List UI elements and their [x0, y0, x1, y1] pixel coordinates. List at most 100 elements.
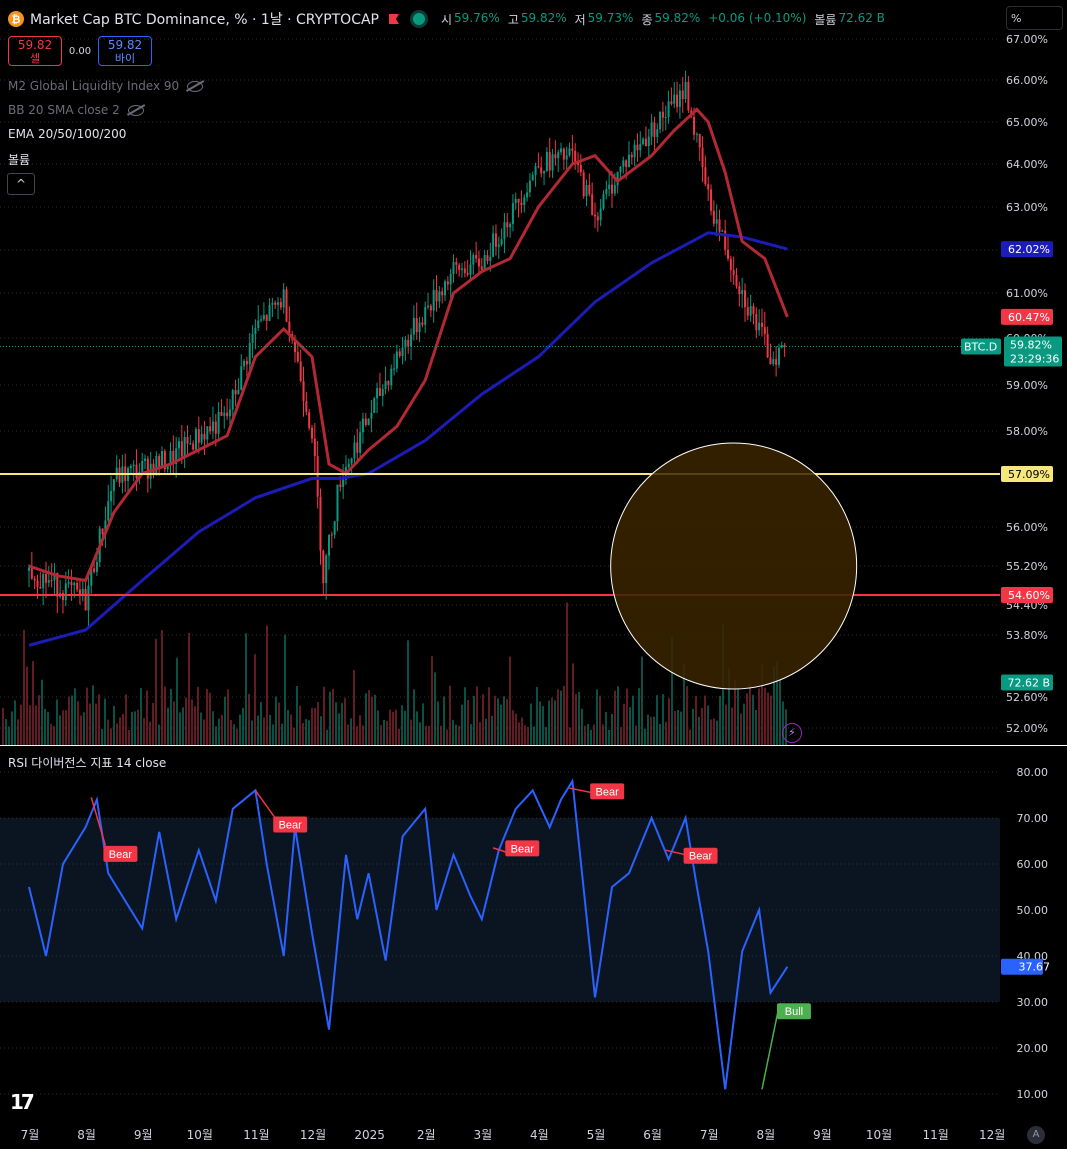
eye-hidden-icon[interactable] [187, 80, 204, 92]
sell-button[interactable]: 59.82 셀 [8, 36, 62, 66]
volume-bar [605, 712, 607, 745]
candle-body [401, 347, 404, 357]
candle-body [305, 401, 308, 413]
volume-bar [104, 698, 106, 745]
candle-body [475, 254, 478, 259]
candle-body [144, 458, 147, 462]
legend-ema[interactable]: EMA 20/50/100/200 [8, 127, 126, 141]
candle-body [50, 580, 53, 582]
candle-body [565, 155, 568, 160]
volume-bar [647, 714, 649, 745]
unit-selector[interactable]: % [1006, 6, 1063, 30]
volume-bar [44, 708, 46, 745]
volume-bar [593, 724, 595, 745]
candle-body [531, 174, 534, 181]
volume-bar [782, 701, 784, 745]
buy-button[interactable]: 59.82 바이 [98, 36, 152, 66]
volume-bar [521, 717, 523, 745]
candle-body [540, 167, 543, 174]
volume-bar [476, 686, 478, 745]
candle-body [390, 368, 393, 386]
candle-body [545, 151, 548, 172]
volume-bar [746, 693, 748, 745]
eye-hidden-icon[interactable] [127, 104, 144, 116]
volume-bar [740, 713, 742, 745]
level-tag: 57.09% [1008, 468, 1050, 481]
candle-body [718, 219, 721, 232]
tradingview-logo[interactable]: 17 [10, 1090, 35, 1114]
candle-body [110, 490, 113, 502]
candle-body [268, 304, 271, 321]
volume-bar [479, 722, 481, 745]
candle-body [274, 302, 277, 305]
volume-bar [224, 696, 226, 745]
volume-bar [638, 688, 640, 745]
candle-body [36, 580, 39, 587]
candle-body [486, 255, 489, 261]
candle-body [104, 520, 107, 535]
legend-volume-label: 볼륨 [8, 153, 31, 167]
candle-body [605, 189, 608, 195]
rsi-title[interactable]: RSI 다이버전스 지표 14 close [8, 756, 167, 770]
volume-bar [554, 700, 556, 745]
candle-body [384, 381, 387, 390]
candle-body [251, 334, 254, 343]
candle-body [84, 588, 87, 611]
volume-bar [374, 694, 376, 745]
x-tick-label: 8월 [77, 1128, 96, 1142]
volume-bar [206, 689, 208, 745]
candle-body [483, 255, 486, 270]
level-tag: 54.60% [1008, 589, 1050, 602]
candle-body [175, 448, 178, 465]
divergence-label-bull: Bull [776, 1003, 811, 1020]
x-tick-label: 10월 [866, 1128, 892, 1142]
volume-bar [755, 710, 757, 745]
candle-body [217, 411, 220, 434]
legend-m2[interactable]: M2 Global Liquidity Index 90 [8, 79, 204, 93]
collapse-legend-button[interactable]: ^ [7, 173, 35, 195]
volume-bar [125, 694, 127, 745]
candle-body [608, 184, 611, 190]
y-tick-label: 67.00% [1006, 33, 1048, 46]
volume-bar [485, 718, 487, 745]
volume-bar [674, 711, 676, 745]
volume-bar [728, 668, 730, 745]
candle-body [622, 160, 625, 167]
candle-body [627, 154, 630, 167]
legend-bb[interactable]: BB 20 SMA close 2 [8, 103, 144, 117]
candle-body [676, 94, 679, 108]
volume-bar [743, 703, 745, 745]
volume-bar [470, 724, 472, 745]
auto-scale-button[interactable]: A [1027, 1126, 1045, 1144]
candle-body [687, 81, 690, 111]
divergence-line [254, 789, 276, 819]
volume-bar [434, 672, 436, 745]
open-label: 시 [441, 12, 453, 27]
candle-body [664, 117, 667, 119]
candle-body [28, 567, 30, 571]
legend-volume[interactable]: 볼륨 [8, 151, 30, 168]
volume-bar [707, 705, 709, 745]
divergence-line [665, 849, 686, 856]
candle-body [599, 208, 602, 221]
label-bg [103, 845, 138, 862]
candle-body [370, 412, 373, 419]
candle-body [342, 479, 345, 487]
candle-body [141, 461, 144, 473]
symbol-title[interactable]: Market Cap BTC Dominance, % · 1날 · CRYPT… [30, 12, 379, 28]
candle-body [260, 319, 263, 321]
flag-icon[interactable] [389, 14, 399, 24]
candle-body [353, 442, 356, 459]
lightning-icon[interactable]: ⚡ [782, 723, 802, 743]
candle-body [763, 327, 766, 334]
y-tick-label: 65.00% [1006, 116, 1048, 129]
candle-body [653, 122, 656, 137]
volume-bar [50, 723, 52, 745]
candle-body [463, 268, 466, 274]
candle-body [760, 322, 763, 328]
candle-body [76, 582, 79, 590]
candle-body [155, 455, 158, 476]
candle-body [33, 578, 36, 581]
volume-bar [209, 692, 211, 745]
